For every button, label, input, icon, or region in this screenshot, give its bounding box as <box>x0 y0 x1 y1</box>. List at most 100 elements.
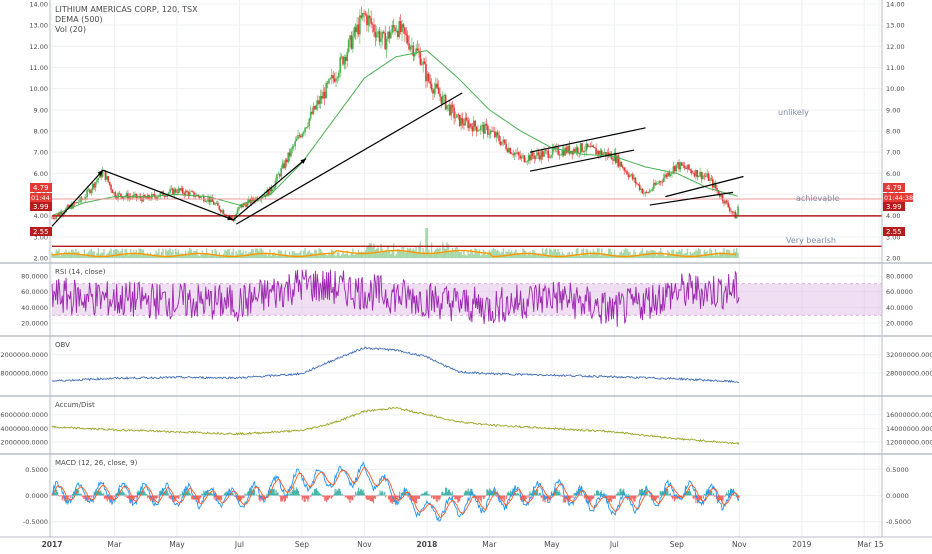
price-candle-body <box>134 194 136 195</box>
price-candle-body <box>405 34 407 36</box>
price-candle-body <box>314 106 316 109</box>
volume-bar <box>736 248 737 258</box>
price-candle-body <box>341 57 343 58</box>
price-candle-body <box>245 204 247 206</box>
price-candle-body <box>701 172 703 179</box>
price-candle-body <box>574 149 576 152</box>
price-candle-body <box>517 152 519 153</box>
volume-bar <box>545 249 546 258</box>
price-candle-body <box>411 46 413 47</box>
volume-bar <box>366 246 367 258</box>
right-axis-tick-label: 12.00 <box>886 43 905 51</box>
price-candle-body <box>456 114 458 117</box>
volume-bar <box>619 252 620 258</box>
macd-histogram-bar <box>321 495 322 496</box>
volume-bar <box>271 256 272 258</box>
macd-histogram-bar <box>658 496 659 498</box>
price-candle-body <box>689 169 691 170</box>
price-candle-body <box>356 25 358 33</box>
price-candle-body <box>585 144 587 151</box>
macd-histogram-bar <box>635 496 636 499</box>
volume-bar <box>189 248 190 258</box>
price-candle-body <box>510 148 512 154</box>
price-candle-body <box>330 78 332 79</box>
price-candle-body <box>113 192 115 193</box>
price-candle-body <box>566 148 568 153</box>
price-candle-body <box>393 25 395 27</box>
price-candle-body <box>632 174 634 179</box>
price-candle-body <box>376 34 378 38</box>
price-candle-body <box>588 146 590 147</box>
volume-bar <box>666 256 667 258</box>
price-candle-body <box>379 31 381 41</box>
price-candle-body <box>359 15 361 34</box>
price-candle-body <box>332 75 334 78</box>
price-candle-body <box>682 166 684 167</box>
price-candle-body <box>51 218 53 219</box>
price-candle-body <box>360 15 362 17</box>
time-axis-tick-label: 2017 <box>42 540 63 549</box>
volume-legend-label: Vol (20) <box>55 25 86 34</box>
price-candle-body <box>304 128 306 132</box>
right-axis-tick-label: 14.00 <box>886 1 905 9</box>
price-candle-body <box>276 175 278 181</box>
price-candle-body <box>414 54 416 57</box>
volume-bar <box>285 250 286 258</box>
volume-bar <box>470 249 471 258</box>
volume-bar <box>155 251 156 258</box>
price-candle-body <box>705 176 707 177</box>
volume-bar <box>375 250 376 258</box>
price-candle-body <box>622 167 624 168</box>
price-candle-body <box>283 163 285 168</box>
price-candle-body <box>280 168 282 176</box>
macd-histogram-bar <box>112 496 113 498</box>
price-candle-body <box>366 15 368 25</box>
price-candle-body <box>706 173 708 176</box>
svg-text:01:44:38: 01:44:38 <box>884 194 913 202</box>
time-axis-tick-label: 2019 <box>792 540 811 549</box>
price-candle-body <box>165 196 167 197</box>
volume-bar <box>348 255 349 258</box>
price-candle-body <box>391 25 393 32</box>
volume-bar <box>314 249 315 258</box>
volume-bar <box>607 256 608 258</box>
volume-bar <box>195 251 196 258</box>
volume-bar <box>541 256 542 258</box>
price-candle-body <box>531 152 533 160</box>
price-candle-body <box>533 156 535 159</box>
macd-histogram-bar <box>647 493 648 496</box>
right-axis-tick-label: 28000000.0000 <box>886 369 932 377</box>
price-candle-body <box>448 105 450 106</box>
macd-histogram-bar <box>125 496 126 497</box>
price-candle-body <box>529 155 531 160</box>
right-axis-tick-label: 7.00 <box>886 149 900 157</box>
price-candle-body <box>678 162 680 169</box>
price-candle-body <box>737 206 739 214</box>
volume-bar <box>737 253 738 258</box>
volume-bar <box>344 254 345 258</box>
volume-bar <box>446 242 447 258</box>
price-candle-body <box>466 118 468 121</box>
price-candle-body <box>190 191 192 192</box>
price-candle-body <box>643 193 645 194</box>
volume-bar <box>577 248 578 258</box>
price-candle-body <box>337 78 339 79</box>
price-candle-body <box>417 48 419 50</box>
price-candle-body <box>123 197 125 198</box>
volume-bar <box>654 251 655 258</box>
volume-bar <box>91 249 92 258</box>
price-candle-body <box>465 118 467 126</box>
price-candle-body <box>327 83 329 84</box>
price-candle-body <box>474 121 476 127</box>
time-axis-tick-label: Sep <box>670 540 684 549</box>
price-candle-body <box>473 121 475 131</box>
right-axis-tick-label: 11.00 <box>886 64 905 72</box>
price-candle-body <box>362 13 364 17</box>
price-candle-body <box>449 105 451 116</box>
volume-bar <box>252 249 253 258</box>
volume-bar <box>115 249 116 258</box>
volume-bar <box>176 252 177 258</box>
volume-bar <box>85 256 86 258</box>
volume-bar <box>552 251 553 258</box>
price-candle-body <box>442 96 444 104</box>
